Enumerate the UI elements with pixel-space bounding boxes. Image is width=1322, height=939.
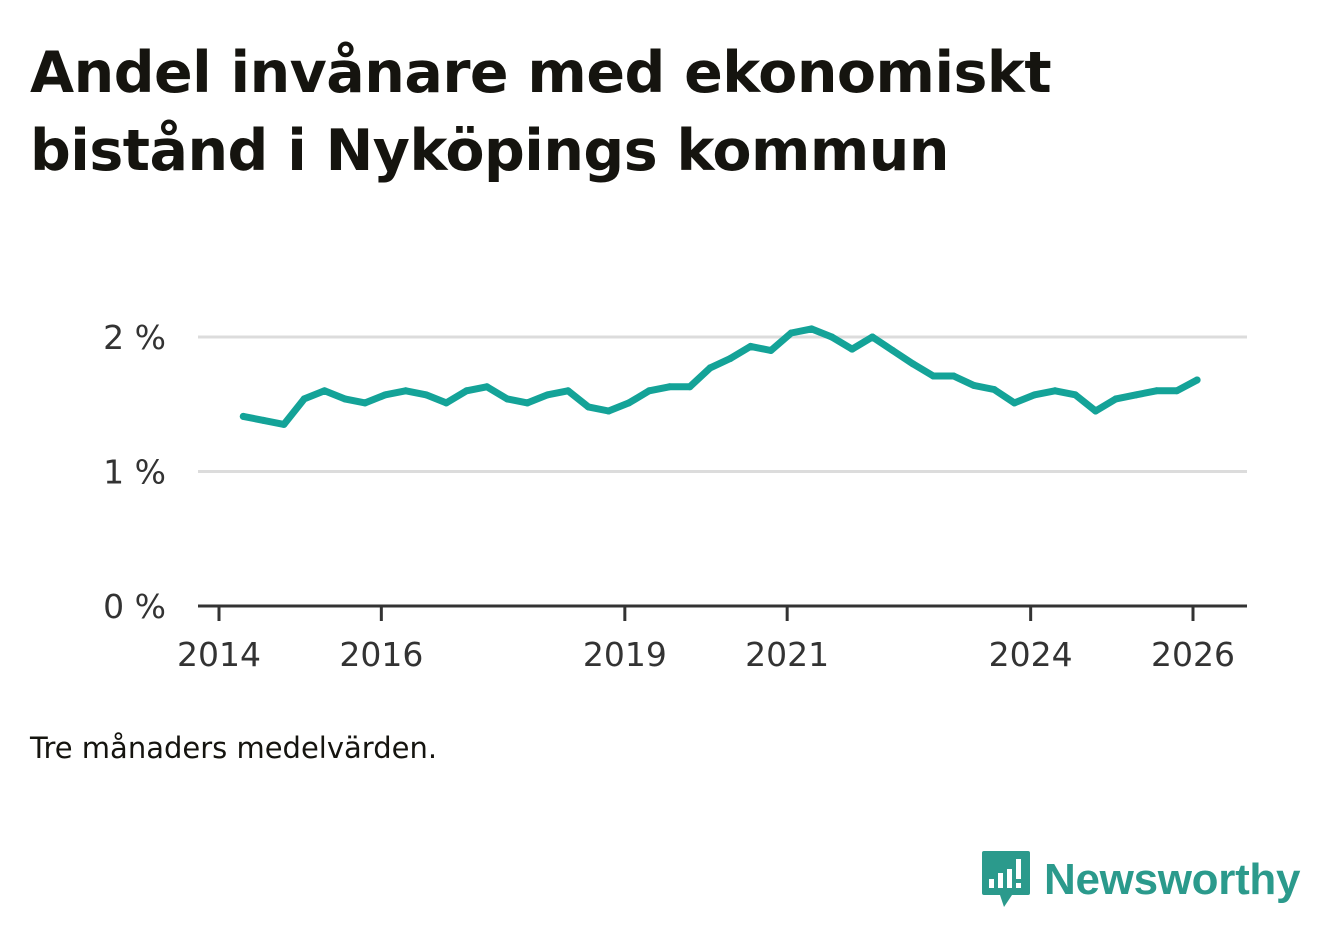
- data-point: [1031, 391, 1039, 399]
- data-point: [442, 399, 450, 407]
- data-point: [1051, 387, 1059, 395]
- data-point: [341, 395, 349, 403]
- chart-title: Andel invånare med ekonomiskt bistånd i …: [30, 40, 1052, 184]
- x-tick-label-2019: 2019: [583, 635, 667, 674]
- series-line-0: [239, 325, 1201, 428]
- y-tick-label-1: 1 %: [103, 453, 166, 492]
- data-point: [726, 355, 734, 363]
- data-point: [665, 383, 673, 391]
- data-point: [300, 395, 308, 403]
- data-point: [1152, 387, 1160, 395]
- brand-logo[interactable]: Newsworthy: [980, 848, 1300, 912]
- data-point: [1173, 387, 1181, 395]
- data-point: [787, 329, 795, 337]
- data-point: [564, 387, 572, 395]
- data-point: [848, 345, 856, 353]
- data-point: [909, 360, 917, 368]
- data-point: [422, 391, 430, 399]
- x-tick-label-2026: 2026: [1151, 635, 1235, 674]
- data-point: [381, 391, 389, 399]
- data-point: [402, 387, 410, 395]
- data-point: [747, 342, 755, 350]
- data-point: [321, 387, 329, 395]
- line-chart: 0 % 1 % 2 % 2014 2016 2019 2021 2024 2026: [103, 318, 1247, 674]
- data-point: [950, 372, 958, 380]
- data-point: [828, 333, 836, 341]
- data-point: [1132, 391, 1140, 399]
- data-point: [503, 395, 511, 403]
- data-point: [605, 407, 613, 415]
- y-tick-label-0: 0 %: [103, 587, 166, 626]
- data-point: [483, 383, 491, 391]
- data-point: [970, 381, 978, 389]
- data-point: [767, 346, 775, 354]
- series-lines: [239, 325, 1201, 428]
- x-axis-ticks: 2014 2016 2019 2021 2024 2026: [177, 606, 1235, 674]
- chart-note: Tre månaders medelvärden.: [30, 731, 438, 765]
- data-point: [523, 399, 531, 407]
- data-point: [929, 372, 937, 380]
- data-point: [260, 416, 268, 424]
- data-point: [280, 420, 288, 428]
- x-tick-label-2021: 2021: [745, 635, 829, 674]
- data-point: [990, 385, 998, 393]
- x-tick-label-2024: 2024: [989, 635, 1073, 674]
- x-tick-label-2016: 2016: [339, 635, 423, 674]
- data-point: [889, 346, 897, 354]
- data-point: [239, 412, 247, 420]
- data-point: [1071, 391, 1079, 399]
- data-point: [625, 399, 633, 407]
- data-point: [584, 403, 592, 411]
- data-point: [544, 391, 552, 399]
- data-point: [868, 333, 876, 341]
- data-point: [1193, 376, 1201, 384]
- data-point: [808, 325, 816, 333]
- data-point: [1112, 395, 1120, 403]
- data-point: [645, 387, 653, 395]
- data-point: [1092, 407, 1100, 415]
- newsworthy-logo-icon: [982, 851, 1030, 907]
- brand-name: Newsworthy: [1044, 855, 1301, 904]
- data-point: [706, 364, 714, 372]
- data-point: [1010, 399, 1018, 407]
- x-tick-label-2014: 2014: [177, 635, 261, 674]
- data-point: [686, 383, 694, 391]
- data-point: [463, 387, 471, 395]
- y-axis-ticks: 0 % 1 % 2 %: [103, 318, 166, 626]
- y-tick-label-2: 2 %: [103, 318, 166, 357]
- data-point: [361, 399, 369, 407]
- gridlines: [198, 335, 1247, 473]
